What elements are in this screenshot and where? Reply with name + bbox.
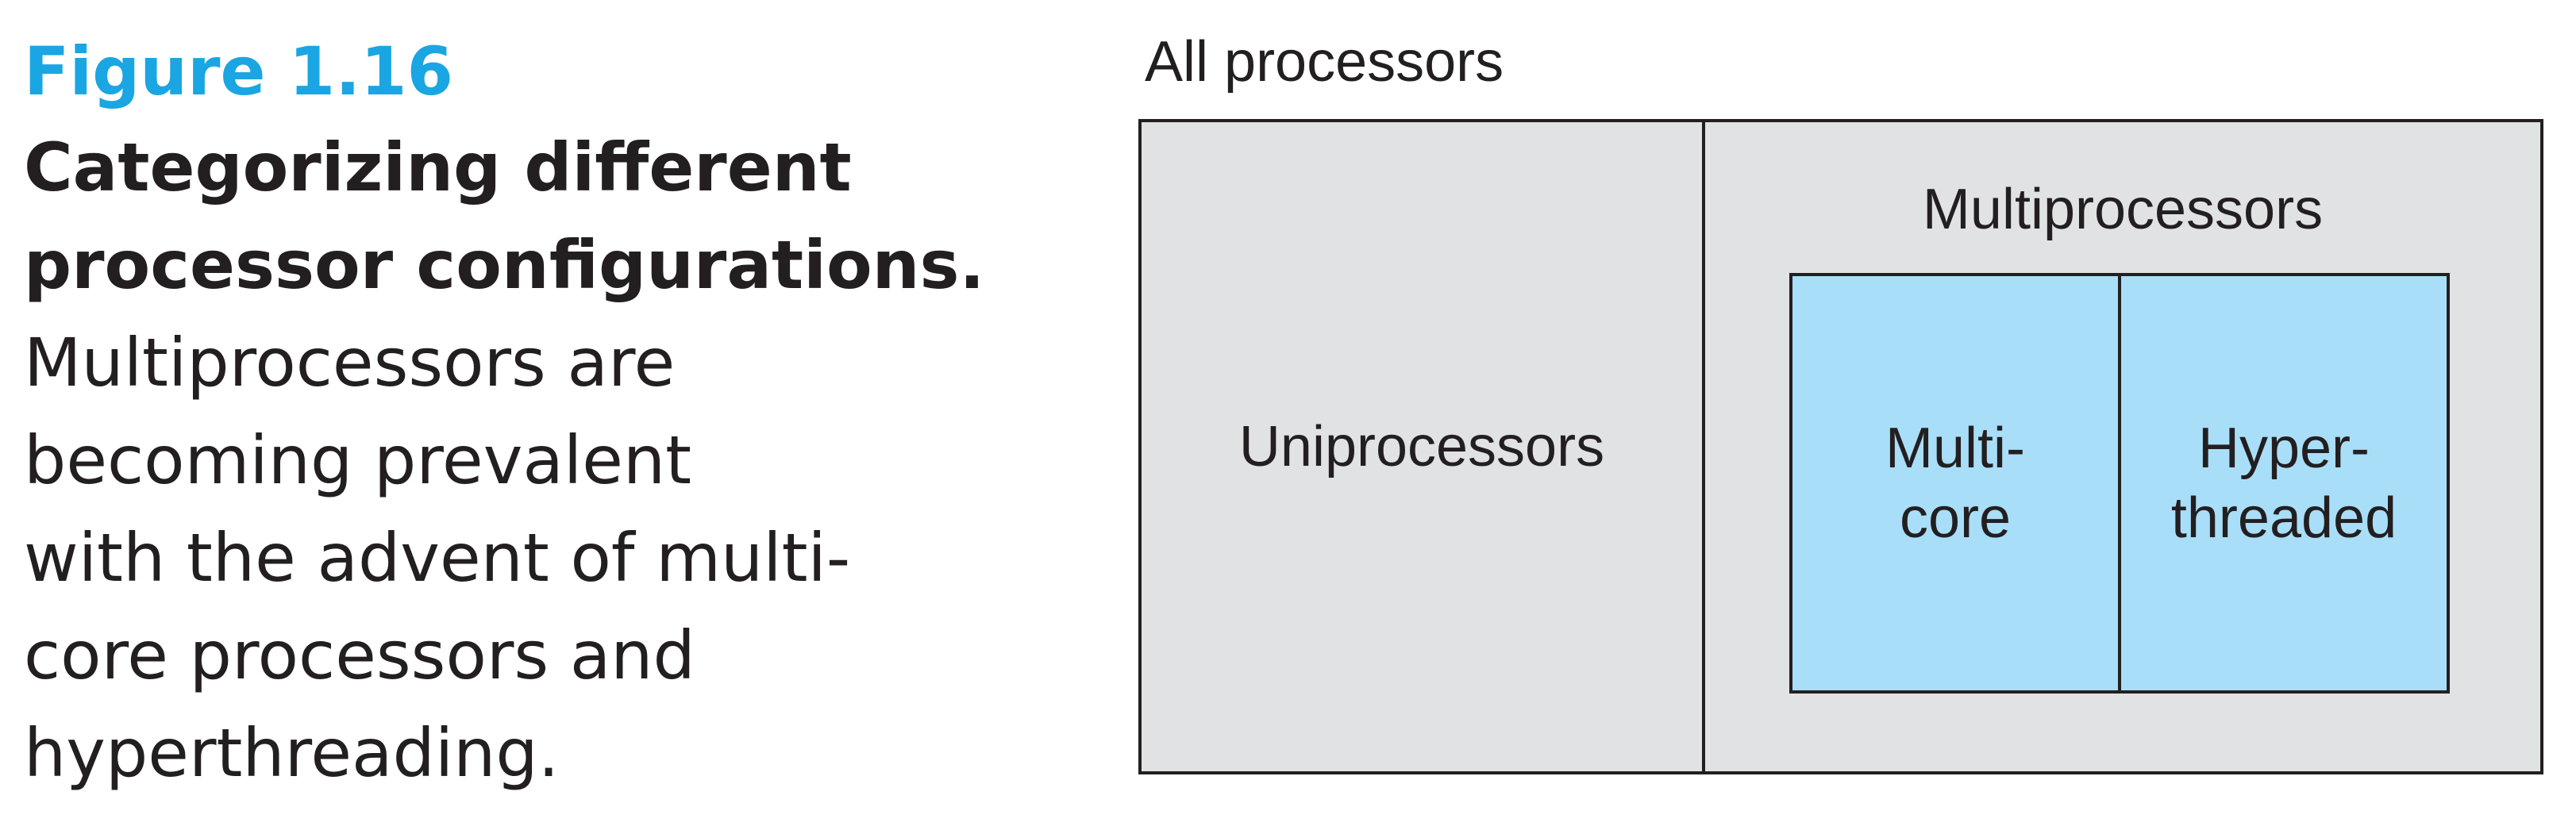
figure-caption: Figure 1.16 Categorizing different proce… [24,24,992,802]
region-divider [1702,122,1705,771]
figure-description-line: hyperthreading. [24,714,560,792]
all-processors-box: Uniprocessors Multiprocessors Multi- cor… [1138,119,2543,774]
figure-description-line: core processors and [24,617,695,694]
figure-title: Categorizing different processor configu… [24,119,992,314]
figure-title-line: Categorizing different [24,129,852,206]
hyperthreaded-label: Hyper- threaded [2171,413,2397,553]
figure-title-line: processor configurations. [24,226,985,304]
figure-description-line: with the advent of multi- [24,519,851,597]
figure-description-line: becoming prevalent [24,421,692,499]
figure-description: Multiprocessors are becoming prevalent w… [24,314,992,802]
figure-description-line: Multiprocessors are [24,324,676,402]
multiprocessors-label: Multiprocessors [1922,178,2324,241]
uniprocessors-label: Uniprocessors [1238,415,1605,478]
multicore-label-line: core [1899,486,2012,550]
hyperthreaded-label-line: threaded [2170,486,2397,550]
hyperthreaded-cell: Hyper- threaded [2118,276,2447,690]
multicore-label-line: Multi- [1885,417,2025,480]
multiprocessor-types-box: Multi- core Hyper- threaded [1789,273,2450,694]
hyperthreaded-label-line: Hyper- [2197,417,2370,480]
all-processors-label: All processors [1145,30,1504,94]
multicore-label: Multi- core [1885,413,2025,553]
multicore-cell: Multi- core [1792,276,2118,690]
figure-number: Figure 1.16 [24,33,453,110]
